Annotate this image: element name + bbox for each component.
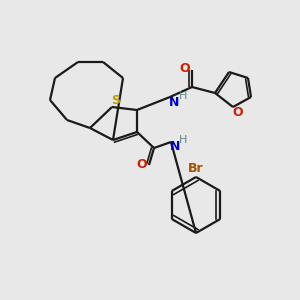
Text: Br: Br xyxy=(188,161,204,175)
Text: O: O xyxy=(180,62,190,76)
Text: S: S xyxy=(112,94,121,107)
Text: O: O xyxy=(137,158,147,172)
Text: N: N xyxy=(170,140,180,152)
Text: N: N xyxy=(169,95,179,109)
Text: H: H xyxy=(179,135,187,145)
Text: H: H xyxy=(179,91,187,101)
Text: O: O xyxy=(233,106,243,119)
